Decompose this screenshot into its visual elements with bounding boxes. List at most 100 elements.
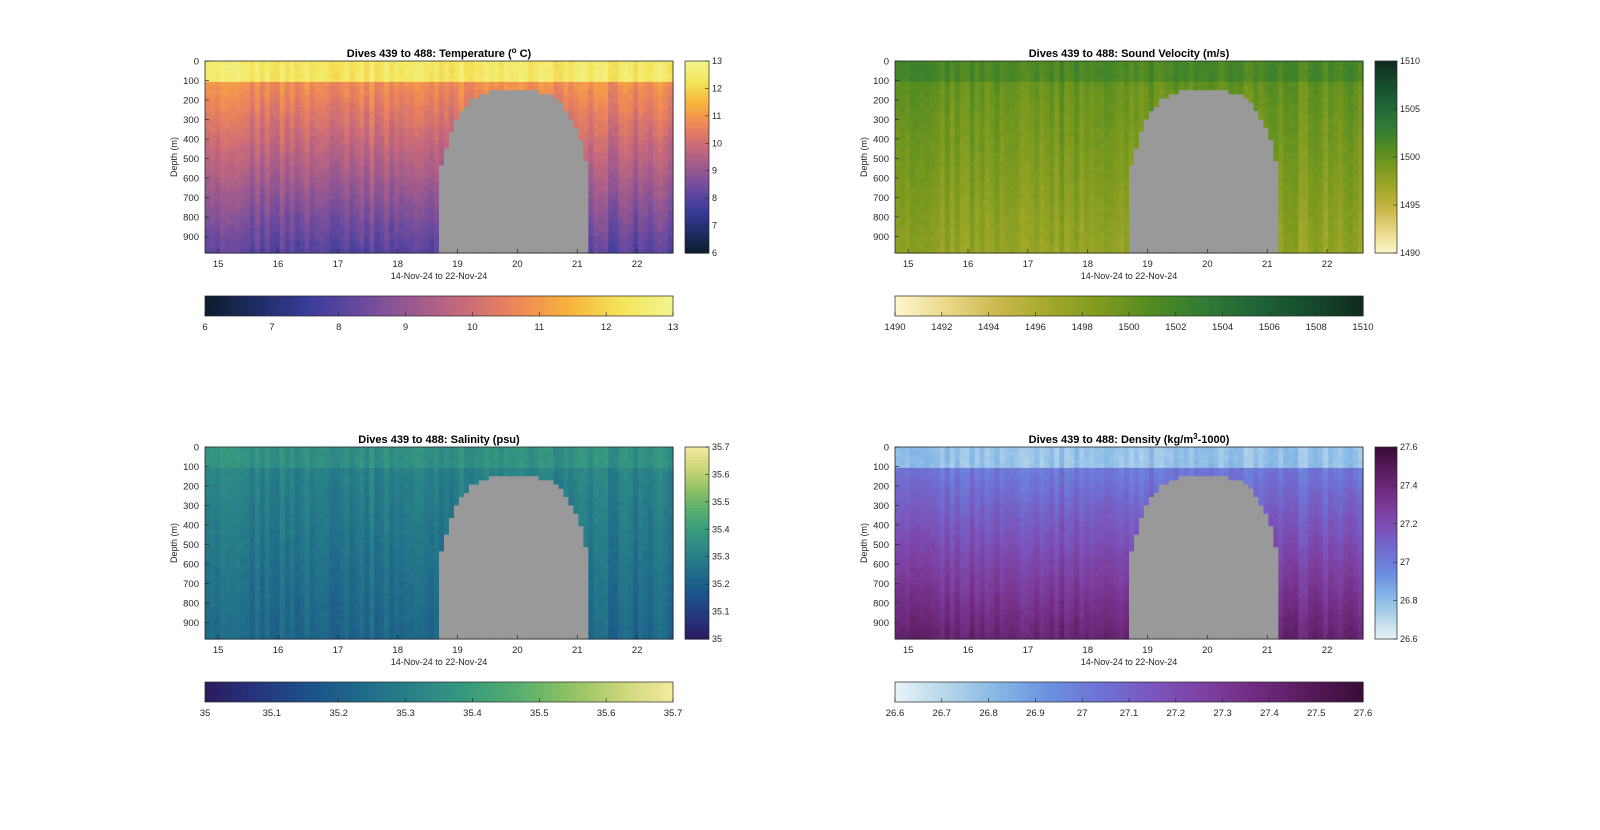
heatmap-cell bbox=[919, 202, 926, 208]
heatmap-cell bbox=[379, 77, 385, 83]
heatmap-cell bbox=[558, 81, 565, 87]
heatmap-cell bbox=[473, 115, 480, 121]
heatmap-cell bbox=[264, 173, 271, 179]
heatmap-cell bbox=[439, 219, 445, 225]
heatmap-cell bbox=[294, 182, 301, 187]
heatmap-cell bbox=[498, 73, 505, 79]
heatmap-cell bbox=[249, 152, 256, 158]
heatmap-cell bbox=[229, 127, 236, 133]
heatmap-cell bbox=[648, 173, 654, 179]
heatmap-cell bbox=[359, 236, 365, 242]
heatmap-cell bbox=[429, 186, 435, 191]
heatmap-cell bbox=[628, 90, 634, 95]
heatmap-cell bbox=[488, 98, 495, 104]
heatmap-cell bbox=[518, 102, 525, 108]
heatmap-cell bbox=[349, 236, 355, 242]
heatmap-cell bbox=[294, 223, 301, 229]
heatmap-cell bbox=[443, 152, 450, 158]
heatmap-cell bbox=[299, 219, 306, 225]
heatmap-cell bbox=[658, 131, 664, 137]
heatmap-cell bbox=[259, 86, 266, 91]
heatmap-cell bbox=[603, 123, 609, 129]
heatmap-cell bbox=[493, 219, 500, 225]
heatmap-cell bbox=[419, 202, 425, 208]
heatmap-cell bbox=[443, 202, 450, 208]
heatmap-cell bbox=[259, 232, 266, 237]
colorbar-segment bbox=[474, 296, 479, 316]
heatmap-cell bbox=[643, 61, 649, 66]
heatmap-cell bbox=[533, 111, 540, 116]
heatmap-cell bbox=[488, 152, 495, 158]
heatmap-cell bbox=[224, 236, 231, 242]
heatmap-cell bbox=[633, 194, 639, 200]
heatmap-cell bbox=[498, 190, 505, 196]
heatmap-cell bbox=[304, 127, 311, 133]
heatmap-cell bbox=[904, 136, 911, 141]
heatmap-cell bbox=[453, 211, 460, 217]
colorbar-segment bbox=[205, 296, 210, 316]
heatmap-cell bbox=[568, 215, 575, 221]
heatmap-cell bbox=[463, 123, 470, 129]
heatmap-cell bbox=[269, 177, 276, 183]
colorbar-segment bbox=[368, 296, 374, 316]
heatmap-cell bbox=[538, 240, 545, 246]
heatmap-cell bbox=[453, 77, 460, 83]
colorbar-segment bbox=[212, 296, 218, 316]
colorbar-segment bbox=[224, 296, 229, 316]
heatmap-cell bbox=[254, 136, 261, 141]
heatmap-cell bbox=[319, 240, 326, 246]
heatmap-cell bbox=[518, 194, 525, 200]
heatmap-cell bbox=[214, 136, 221, 141]
heatmap-cell bbox=[234, 198, 241, 204]
heatmap-cell bbox=[379, 123, 385, 129]
colorbar-segment bbox=[685, 153, 709, 158]
heatmap-cell bbox=[558, 248, 565, 254]
heatmap-cell bbox=[279, 65, 286, 70]
heatmap-cell bbox=[628, 169, 634, 175]
heatmap-cell bbox=[254, 161, 261, 166]
heatmap-cell bbox=[344, 157, 350, 162]
heatmap-cell bbox=[269, 102, 276, 108]
colorbar-segment bbox=[685, 70, 709, 75]
heatmap-cell bbox=[638, 90, 644, 95]
heatmap-cell bbox=[914, 144, 921, 150]
heatmap-cell bbox=[279, 136, 286, 141]
heatmap-cell bbox=[613, 69, 619, 75]
heatmap-cell bbox=[563, 232, 570, 237]
heatmap-cell bbox=[219, 244, 226, 250]
heatmap-cell bbox=[329, 236, 336, 242]
heatmap-cell bbox=[344, 186, 350, 191]
heatmap-cell bbox=[384, 173, 390, 179]
heatmap-cell bbox=[934, 106, 941, 112]
heatmap-cell bbox=[633, 177, 639, 183]
heatmap-cell bbox=[578, 148, 584, 154]
heatmap-cell bbox=[299, 177, 306, 183]
heatmap-cell bbox=[448, 219, 455, 225]
heatmap-cell bbox=[209, 131, 216, 137]
heatmap-cell bbox=[909, 94, 916, 100]
heatmap-cell bbox=[289, 144, 296, 150]
heatmap-cell bbox=[434, 161, 440, 166]
heatmap-cell bbox=[274, 140, 281, 146]
heatmap-cell bbox=[424, 219, 430, 225]
heatmap-cell bbox=[419, 198, 425, 204]
heatmap-cell bbox=[279, 202, 286, 208]
heatmap-cell bbox=[414, 194, 420, 200]
heatmap-cell bbox=[394, 169, 400, 175]
heatmap-cell bbox=[638, 207, 644, 212]
heatmap-cell bbox=[628, 236, 634, 242]
heatmap-cell bbox=[244, 219, 251, 225]
heatmap-cell bbox=[319, 244, 326, 250]
heatmap-cell bbox=[623, 186, 629, 191]
heatmap-cell bbox=[349, 140, 355, 146]
colorbar-segment bbox=[485, 296, 491, 316]
heatmap-cell bbox=[359, 136, 365, 141]
heatmap-cell bbox=[568, 81, 575, 87]
heatmap-cell bbox=[668, 219, 674, 225]
heatmap-cell bbox=[513, 77, 520, 83]
heatmap-cell bbox=[244, 73, 251, 79]
heatmap-cell bbox=[488, 115, 495, 121]
heatmap-cell bbox=[578, 177, 584, 183]
heatmap-cell bbox=[329, 106, 336, 112]
heatmap-cell bbox=[518, 165, 525, 171]
